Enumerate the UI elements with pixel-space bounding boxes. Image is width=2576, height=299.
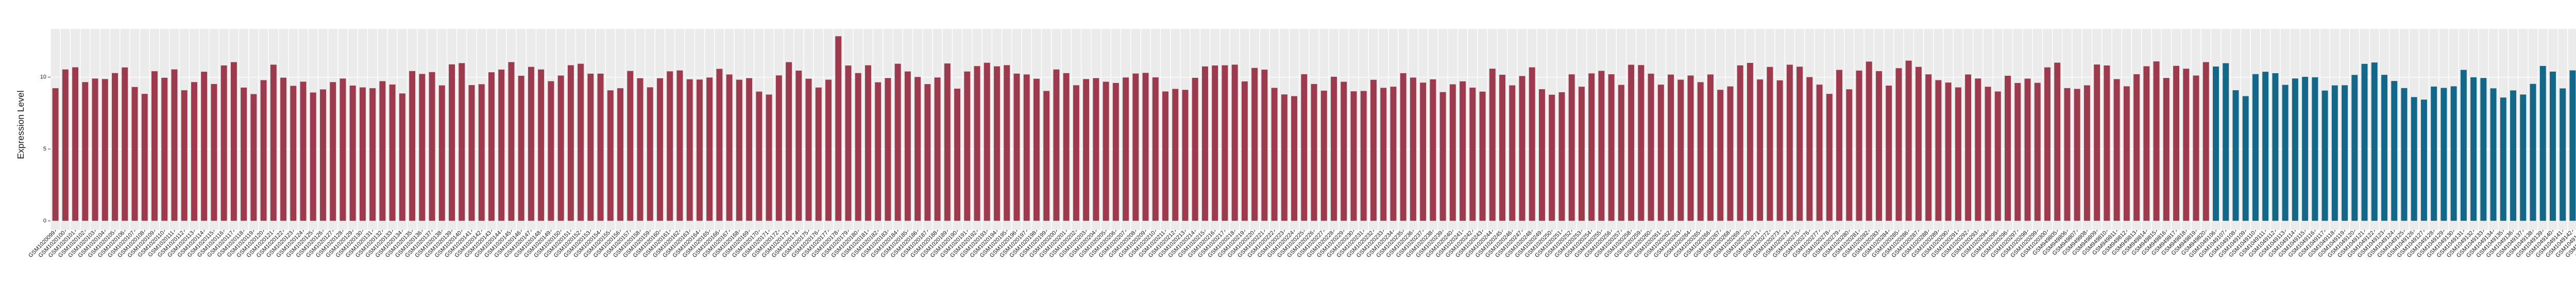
svg-text:0: 0 bbox=[43, 218, 46, 224]
svg-text:5: 5 bbox=[43, 146, 46, 152]
svg-text:Expression Level: Expression Level bbox=[15, 90, 26, 159]
svg-text:10: 10 bbox=[40, 74, 46, 80]
